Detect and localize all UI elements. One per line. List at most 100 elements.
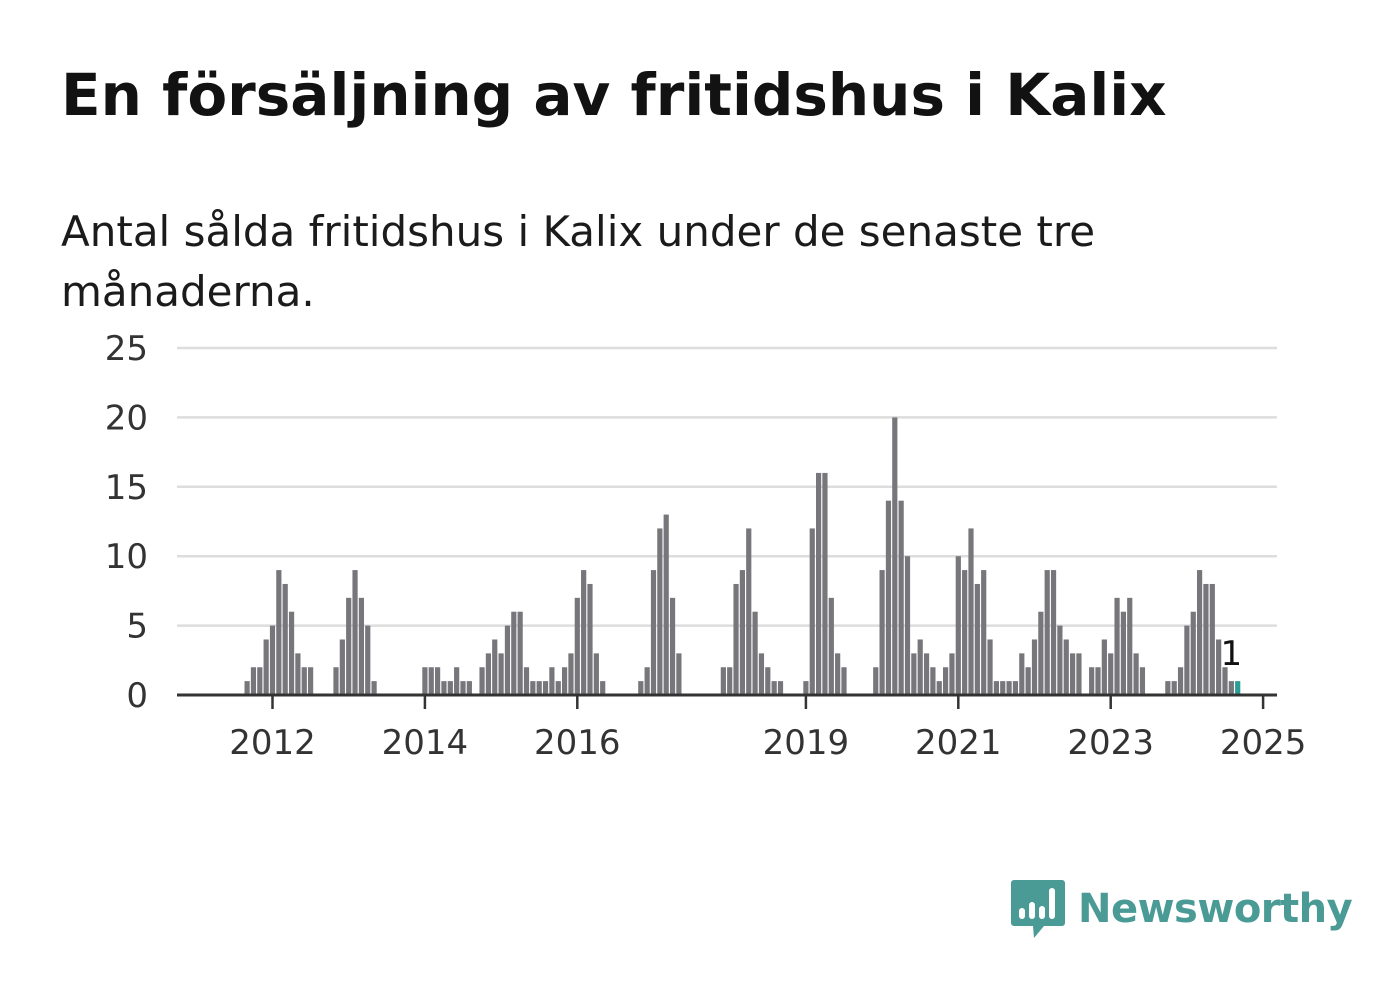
bar	[638, 681, 644, 695]
bar	[460, 681, 466, 695]
bar	[257, 667, 263, 695]
bar	[949, 653, 955, 695]
x-tick-label: 2014	[382, 723, 469, 763]
bar	[1190, 611, 1196, 695]
bar	[441, 681, 447, 695]
bar	[422, 667, 428, 695]
y-tick-label: 20	[105, 398, 148, 438]
bar	[873, 667, 879, 695]
bar	[1019, 653, 1025, 695]
bar	[981, 570, 987, 695]
bar	[511, 611, 517, 695]
bar	[739, 570, 745, 695]
bar	[600, 681, 606, 695]
x-tick-label: 2023	[1067, 723, 1154, 763]
bar	[816, 472, 822, 695]
bar	[993, 681, 999, 695]
bar	[720, 667, 726, 695]
bar	[809, 528, 815, 695]
bar	[282, 583, 288, 695]
bar-chart-speech-bubble-icon	[1011, 880, 1065, 938]
bar	[1025, 667, 1031, 695]
bar	[885, 500, 892, 695]
bar	[644, 667, 650, 695]
bar	[1000, 681, 1006, 695]
bar	[1203, 583, 1209, 695]
chart-title: En försäljning av fritidshus i Kalix	[61, 61, 1167, 129]
bar	[1139, 667, 1146, 695]
data-label-latest: 1	[1221, 634, 1243, 674]
bar	[879, 570, 885, 695]
bar	[523, 667, 530, 695]
bar	[1127, 597, 1133, 695]
bar	[803, 681, 809, 695]
bar	[746, 528, 752, 695]
newsworthy-logo: Newsworthy	[1010, 878, 1353, 940]
bar	[358, 597, 364, 695]
bar-layer	[244, 417, 1241, 695]
bar	[365, 625, 371, 695]
x-tick-label: 2019	[763, 723, 850, 763]
bar	[1209, 583, 1215, 695]
bar	[962, 570, 968, 695]
brand-name: Newsworthy	[1078, 886, 1353, 932]
bar	[1050, 570, 1057, 695]
bar	[308, 667, 314, 695]
bar	[269, 625, 276, 695]
bar	[657, 528, 663, 695]
bar	[498, 653, 504, 695]
chart-subtitle: Antal sålda fritidshus i Kalix under de …	[61, 207, 1096, 316]
bar	[587, 583, 593, 695]
bar	[530, 681, 536, 695]
x-tick-label: 2012	[229, 723, 316, 763]
x-tick-label: 2021	[915, 723, 1002, 763]
bar	[263, 639, 269, 695]
bar	[1171, 681, 1177, 695]
bar	[504, 625, 511, 695]
bar	[1120, 611, 1126, 695]
bar	[1095, 667, 1101, 695]
bar	[1057, 625, 1063, 695]
bar	[650, 570, 657, 695]
bar	[562, 667, 568, 695]
x-tick-label: 2016	[534, 723, 621, 763]
bar	[892, 417, 898, 695]
bar	[1114, 597, 1120, 695]
bar	[758, 653, 765, 695]
bar	[339, 639, 345, 695]
bar	[333, 667, 339, 695]
bar	[581, 570, 587, 695]
bar	[968, 528, 974, 695]
bar	[923, 653, 930, 695]
bar	[841, 667, 847, 695]
bar	[1184, 625, 1190, 695]
bar	[1197, 570, 1203, 695]
bar	[1177, 667, 1184, 695]
bar	[1089, 667, 1095, 695]
y-tick-label: 15	[105, 468, 148, 508]
bar	[301, 667, 307, 695]
bar	[447, 681, 453, 695]
bar	[1108, 653, 1114, 695]
bar	[765, 667, 771, 695]
bar	[771, 681, 777, 695]
bar	[542, 681, 549, 695]
bar	[466, 681, 472, 695]
bar	[822, 472, 828, 695]
bar	[371, 681, 377, 695]
bar	[1006, 681, 1012, 695]
bar	[955, 556, 961, 695]
bar	[930, 667, 936, 695]
bar	[1012, 681, 1019, 695]
bar	[1070, 653, 1076, 695]
bar	[727, 667, 733, 695]
bar	[1222, 667, 1228, 695]
bar	[974, 583, 980, 695]
y-tick-label: 10	[105, 537, 148, 577]
bar	[352, 570, 358, 695]
y-tick-label: 0	[126, 676, 148, 716]
bar	[987, 639, 993, 695]
bar	[555, 681, 561, 695]
bar	[568, 653, 574, 695]
